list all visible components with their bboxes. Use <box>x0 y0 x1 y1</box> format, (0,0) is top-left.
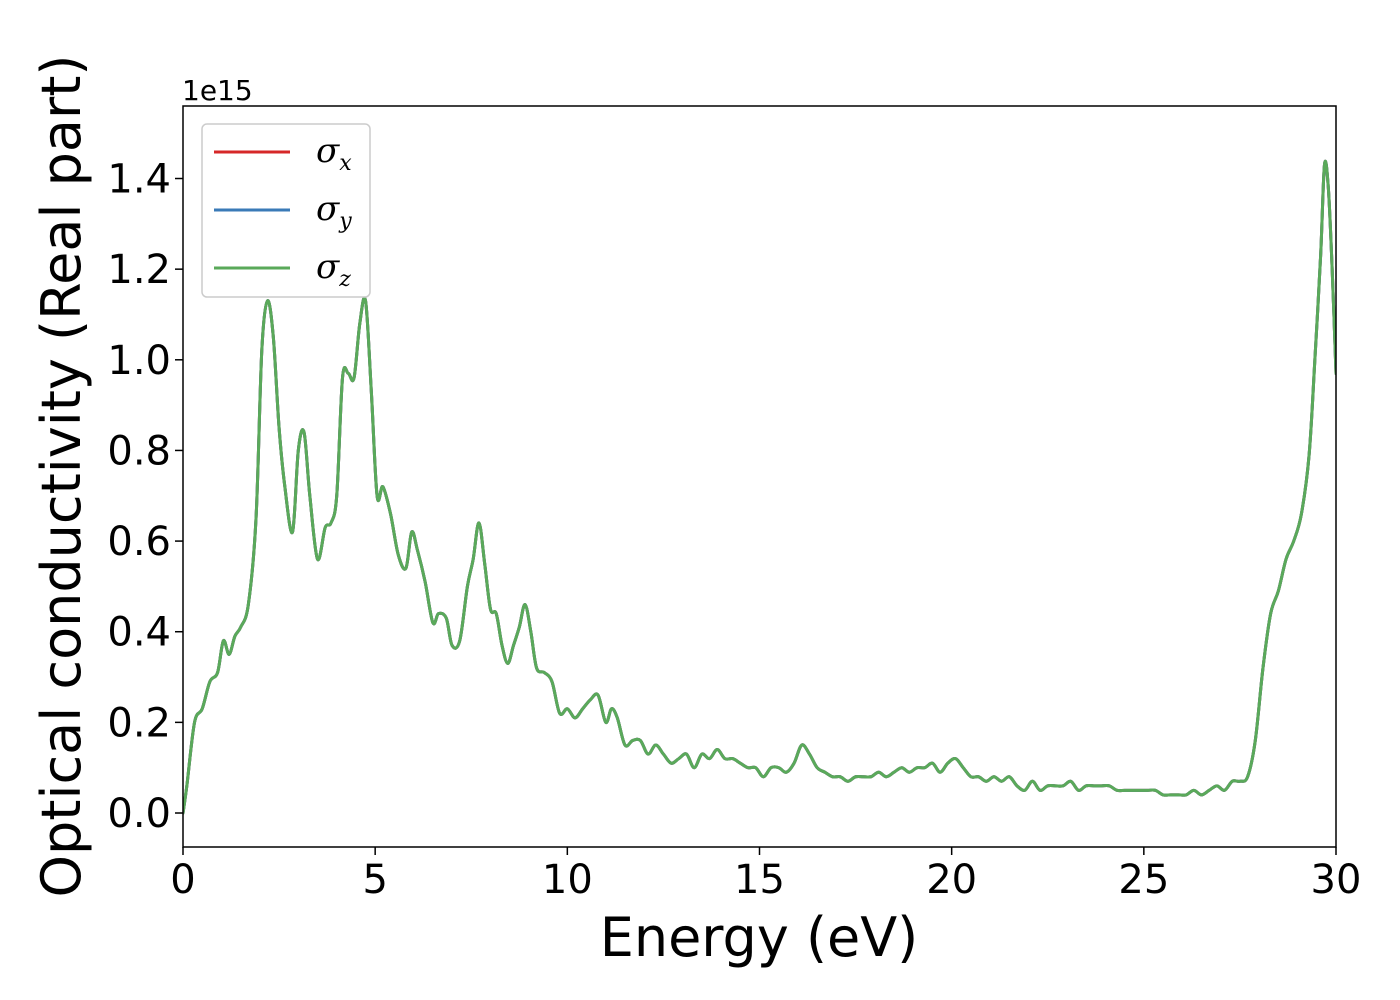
y-tick-label: 0.4 <box>107 610 171 656</box>
x-tick-label: 15 <box>734 857 785 903</box>
y-axis: 0.0 0.2 0.4 0.6 0.8 1.0 1.2 1.4 <box>107 157 183 837</box>
x-axis-label: Energy (eV) <box>600 906 919 969</box>
y-tick-label: 0.2 <box>107 700 171 746</box>
x-tick-label: 0 <box>170 857 195 903</box>
x-tick-label: 20 <box>926 857 977 903</box>
y-tick-label: 0.0 <box>107 791 171 837</box>
y-tick-label: 0.8 <box>107 428 171 474</box>
y-tick-label: 1.4 <box>107 157 171 203</box>
x-tick-label: 30 <box>1311 857 1362 903</box>
x-tick-label: 25 <box>1118 857 1169 903</box>
y-tick-label: 0.6 <box>107 519 171 565</box>
y-tick-label: 1.0 <box>107 338 171 384</box>
legend-label-x: σx <box>316 131 352 176</box>
y-offset-label: 1e15 <box>182 74 253 107</box>
x-tick-label: 5 <box>362 857 387 903</box>
legend-label-y: σy <box>316 189 352 234</box>
x-axis: 0 5 10 15 20 25 30 <box>170 847 1361 903</box>
y-tick-label: 1.2 <box>107 247 171 293</box>
x-tick-label: 10 <box>542 857 593 903</box>
series-layer <box>183 159 1336 815</box>
y-axis-label: Optical conductivity (Real part) <box>30 55 93 898</box>
legend-label-z: σz <box>316 247 351 292</box>
legend: σx σy σz <box>201 123 371 298</box>
series-line-z <box>183 159 1336 815</box>
